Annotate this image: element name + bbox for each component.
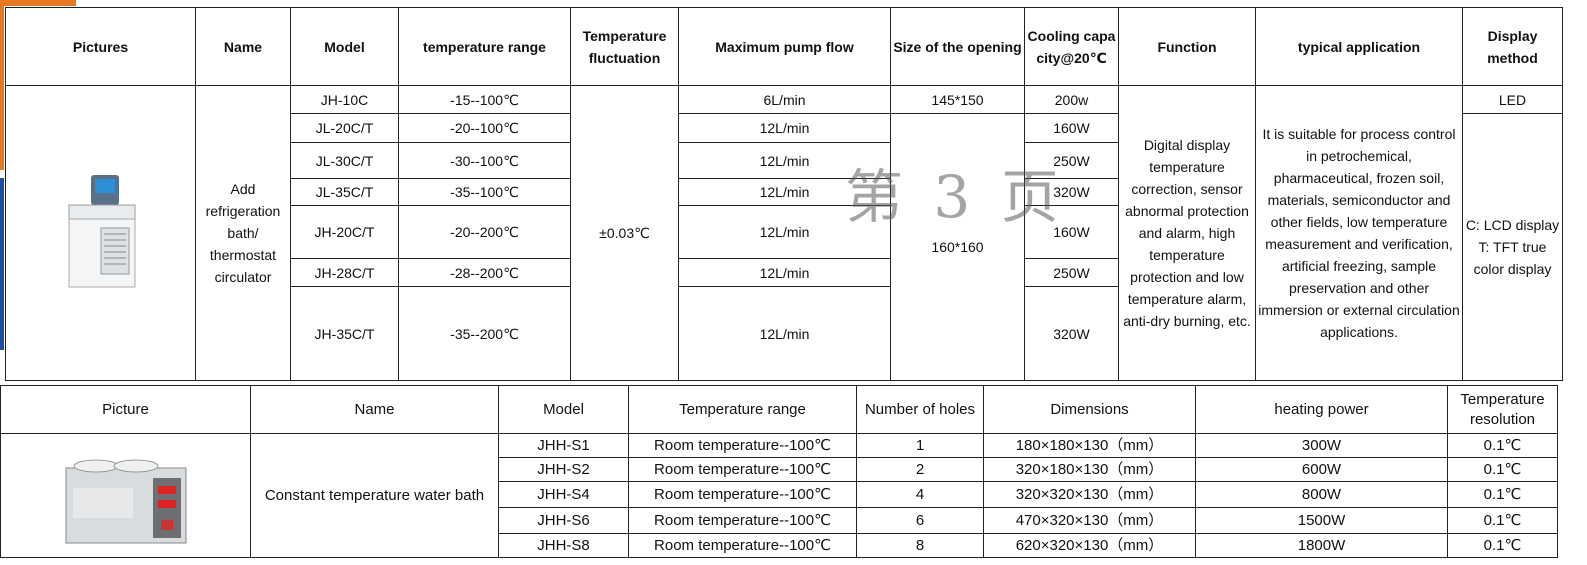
range-cell: -20--200℃ [399, 206, 571, 259]
display-cell: LED [1463, 86, 1563, 114]
page: Pictures Name Model temperature range Te… [0, 0, 1587, 565]
model-cell: JH-28C/T [291, 259, 399, 287]
model-cell: JHH-S8 [499, 534, 629, 558]
header-cell: temperature range [399, 8, 571, 86]
header-cell: Name [196, 8, 291, 86]
range-cell: -30--100℃ [399, 143, 571, 179]
water-bath-image [61, 438, 191, 548]
size-cell: 145*150 [891, 86, 1025, 114]
range-cell: -20--100℃ [399, 114, 571, 143]
fluctuation-cell: ±0.03℃ [571, 86, 679, 381]
flow-cell: 12L/min [679, 287, 891, 381]
header-cell: Dimensions [984, 386, 1196, 434]
power-cell: 1500W [1196, 508, 1448, 534]
range-cell: -35--200℃ [399, 287, 571, 381]
range-cell: Room temperature--100℃ [629, 458, 857, 482]
dimensions-cell: 180×180×130（mm） [984, 434, 1196, 458]
header-cell: heating power [1196, 386, 1448, 434]
cooling-cell: 200w [1025, 86, 1119, 114]
header-cell: Function [1119, 8, 1256, 86]
power-cell: 300W [1196, 434, 1448, 458]
header-cell: Model [499, 386, 629, 434]
model-cell: JL-20C/T [291, 114, 399, 143]
orange-edge [0, 0, 4, 170]
table-water-bath: Picture Name Model Temperature range Num… [0, 385, 1558, 558]
model-cell: JHH-S6 [499, 508, 629, 534]
holes-cell: 1 [857, 434, 984, 458]
watermark: 第 3 页 [845, 150, 1065, 234]
header-cell: Temperature fluctuation [571, 8, 679, 86]
model-cell: JHH-S1 [499, 434, 629, 458]
header-cell: typical application [1256, 8, 1463, 86]
picture-cell [6, 86, 196, 381]
holes-cell: 6 [857, 508, 984, 534]
power-cell: 600W [1196, 458, 1448, 482]
holes-cell: 4 [857, 482, 984, 508]
model-cell: JHH-S2 [499, 458, 629, 482]
header-cell: Temperature range [629, 386, 857, 434]
resolution-cell: 0.1℃ [1448, 482, 1558, 508]
orange-tab [0, 0, 76, 6]
flow-cell: 12L/min [679, 114, 891, 143]
dimensions-cell: 320×180×130（mm） [984, 458, 1196, 482]
application-cell: It is suitable for process control in pe… [1256, 86, 1463, 381]
header-cell: Number of holes [857, 386, 984, 434]
range-cell: Room temperature--100℃ [629, 534, 857, 558]
blue-edge [0, 178, 4, 350]
power-cell: 1800W [1196, 534, 1448, 558]
cooling-cell: 160W [1025, 114, 1119, 143]
range-cell: Room temperature--100℃ [629, 434, 857, 458]
model-cell: JL-35C/T [291, 179, 399, 206]
resolution-cell: 0.1℃ [1448, 508, 1558, 534]
model-cell: JH-10C [291, 86, 399, 114]
name-cell: Constant temperature water bath [251, 434, 499, 558]
header-cell: Maximum pump flow [679, 8, 891, 86]
table-circulator: Pictures Name Model temperature range Te… [5, 7, 1563, 381]
model-cell: JH-20C/T [291, 206, 399, 259]
dimensions-cell: 320×320×130（mm） [984, 482, 1196, 508]
header-cell: Picture [1, 386, 251, 434]
header-cell: Pictures [6, 8, 196, 86]
range-cell: Room temperature--100℃ [629, 482, 857, 508]
range-cell: Room temperature--100℃ [629, 508, 857, 534]
header-cell: Model [291, 8, 399, 86]
header-cell: Temperature resolution [1448, 386, 1558, 434]
display-cell: C: LCD display T: TFT true color display [1463, 114, 1563, 381]
name-cell: Add refrigeration bath/ thermostat circu… [196, 86, 291, 381]
range-cell: -15--100℃ [399, 86, 571, 114]
dimensions-cell: 470×320×130（mm） [984, 508, 1196, 534]
range-cell: -28--200℃ [399, 259, 571, 287]
cooling-cell: 320W [1025, 287, 1119, 381]
header-cell: Name [251, 386, 499, 434]
picture-cell [1, 434, 251, 558]
resolution-cell: 0.1℃ [1448, 458, 1558, 482]
function-cell: Digital display temperature correction, … [1119, 86, 1256, 381]
range-cell: -35--100℃ [399, 179, 571, 206]
power-cell: 800W [1196, 482, 1448, 508]
resolution-cell: 0.1℃ [1448, 434, 1558, 458]
flow-cell: 6L/min [679, 86, 891, 114]
circulator-image [61, 170, 141, 290]
header-cell: Size of the opening [891, 8, 1025, 86]
resolution-cell: 0.1℃ [1448, 534, 1558, 558]
flow-cell: 12L/min [679, 259, 891, 287]
dimensions-cell: 620×320×130（mm） [984, 534, 1196, 558]
cooling-cell: 250W [1025, 259, 1119, 287]
holes-cell: 2 [857, 458, 984, 482]
header-cell: Cooling capacity@20℃ [1025, 8, 1119, 86]
model-cell: JHH-S4 [499, 482, 629, 508]
header-cell: Display method [1463, 8, 1563, 86]
model-cell: JL-30C/T [291, 143, 399, 179]
holes-cell: 8 [857, 534, 984, 558]
model-cell: JH-35C/T [291, 287, 399, 381]
